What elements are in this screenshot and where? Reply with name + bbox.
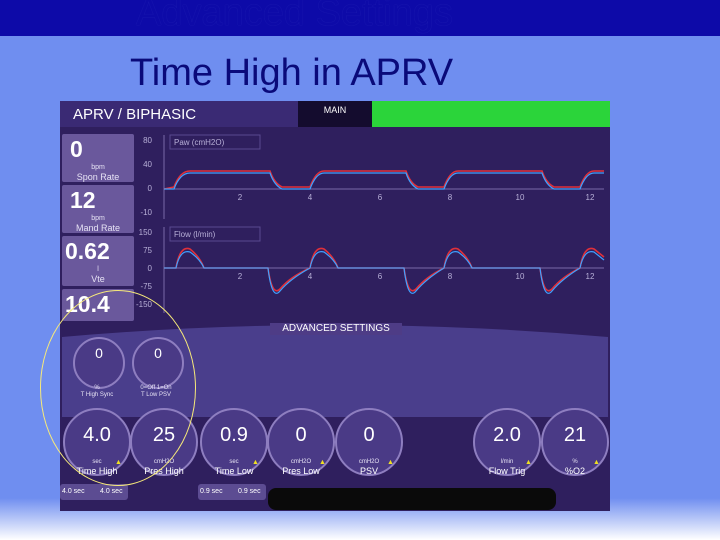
knob-unit: l/min (500, 459, 514, 465)
slide-top-band (0, 0, 720, 36)
time-high-bar: 4.0 sec 4.0 sec (60, 484, 128, 500)
paw-xtick: 10 (516, 193, 525, 202)
triangle-icon: ▲ (252, 459, 259, 466)
knob-label: Pres Low (282, 466, 320, 476)
monitor-unit: l (97, 266, 99, 273)
flow-trace-red (164, 247, 605, 292)
knob-label: Pres High (144, 466, 184, 476)
knob-psv[interactable]: 0 cmH2O PSV ▲ (335, 408, 403, 476)
monitor-label: Spon Rate (76, 172, 120, 182)
advanced-panel (62, 325, 608, 417)
flow-trace-blue (164, 250, 605, 294)
flow-xtick: 8 (448, 272, 453, 281)
slide-title-line1: Advanced Settings (136, 0, 453, 34)
flow-ytick: 75 (143, 246, 152, 255)
time-low-bar: 0.9 sec 0.9 sec (198, 484, 266, 500)
triangle-icon: ▲ (387, 459, 394, 466)
slide-title-line2: Time High in APRV (130, 52, 454, 94)
knob-value: 0 (295, 424, 307, 446)
paw-trace-blue (164, 172, 604, 190)
paw-ytick: 40 (143, 160, 152, 169)
monitor-unit: bpm (91, 164, 105, 171)
knob-time-low[interactable]: 0.9 sec Time Low ▲ (200, 408, 268, 476)
paw-xtick: 8 (448, 193, 453, 202)
knob-unit: sec (229, 459, 239, 465)
main-button[interactable]: MAIN (298, 101, 372, 127)
monitor-value: 0 (70, 136, 83, 162)
knob-unit: cmH2O (290, 459, 312, 465)
status-bar (372, 101, 610, 127)
flow-xtick: 2 (238, 272, 243, 281)
flow-xtick: 12 (586, 272, 595, 281)
monitor-value: 0.62 (65, 238, 110, 264)
paw-ytick: 80 (143, 136, 152, 145)
paw-xtick: 12 (586, 193, 595, 202)
mode-label: APRV / BIPHASIC (73, 106, 197, 123)
triangle-icon: ▲ (593, 459, 600, 466)
paw-ytick: -10 (140, 208, 152, 217)
highlight-circle (40, 290, 196, 486)
monitor-mand-rate: 12 bpm Mand Rate (62, 185, 134, 233)
advanced-settings-title: ADVANCED SETTINGS (270, 323, 402, 335)
knob-value: 2.0 (493, 424, 521, 446)
knob-label: Flow Trig (488, 466, 526, 476)
monitor-unit: bpm (91, 215, 105, 222)
flow-ytick: -75 (140, 282, 152, 291)
knob-value: 21 (563, 424, 587, 446)
knob-o2[interactable]: 21 % %O2 ▲ (541, 408, 609, 476)
flow-ytick: 150 (139, 228, 153, 237)
triangle-icon: ▲ (525, 459, 532, 466)
knob-label: PSV (359, 466, 378, 476)
knob-label: Time Low (214, 466, 254, 476)
knob-value: 0 (363, 424, 375, 446)
knob-unit: % (572, 459, 578, 465)
time-low-set: 0.9 sec (238, 488, 261, 495)
time-high-set: 4.0 sec (100, 488, 123, 495)
paw-label: Paw (cmH2O) (174, 138, 225, 147)
paw-trace-red (163, 170, 604, 190)
advanced-panel-bg (62, 325, 608, 417)
flow-ytick: 0 (148, 264, 153, 273)
knob-value: 0.9 (220, 424, 248, 446)
paw-xtick: 6 (378, 193, 383, 202)
monitor-label: Vte (91, 274, 105, 284)
paw-ytick: 0 (148, 184, 153, 193)
flow-xtick: 6 (378, 272, 383, 281)
flow-xtick: 10 (516, 272, 525, 281)
screen-header: APRV / BIPHASIC MAIN (60, 101, 610, 127)
waveform-plots: 80 40 0 -10 150 75 0 -75 -150 Paw (cmH2O… (136, 134, 605, 313)
flow-label: Flow (l/min) (174, 230, 216, 239)
knob-pres-low[interactable]: 0 cmH2O Pres Low ▲ (267, 408, 335, 476)
paw-xtick: 4 (308, 193, 313, 202)
flow-xtick: 4 (308, 272, 313, 281)
message-bar (268, 488, 556, 510)
knob-unit: cmH2O (358, 459, 380, 465)
paw-label-box (169, 134, 261, 150)
monitor-spon-rate: 0 bpm Spon Rate (62, 134, 134, 182)
monitor-vte: 0.62 l Vte (62, 236, 134, 286)
knob-flow-trig[interactable]: 2.0 l/min Flow Trig ▲ (473, 408, 541, 476)
monitor-label: Mand Rate (75, 223, 121, 233)
flow-label-box (169, 226, 261, 242)
time-high-current: 4.0 sec (62, 488, 85, 495)
time-low-current: 0.9 sec (200, 488, 223, 495)
knob-label: %O2 (564, 466, 585, 476)
triangle-icon: ▲ (319, 459, 326, 466)
monitor-value: 12 (70, 187, 96, 213)
paw-xtick: 2 (238, 193, 243, 202)
